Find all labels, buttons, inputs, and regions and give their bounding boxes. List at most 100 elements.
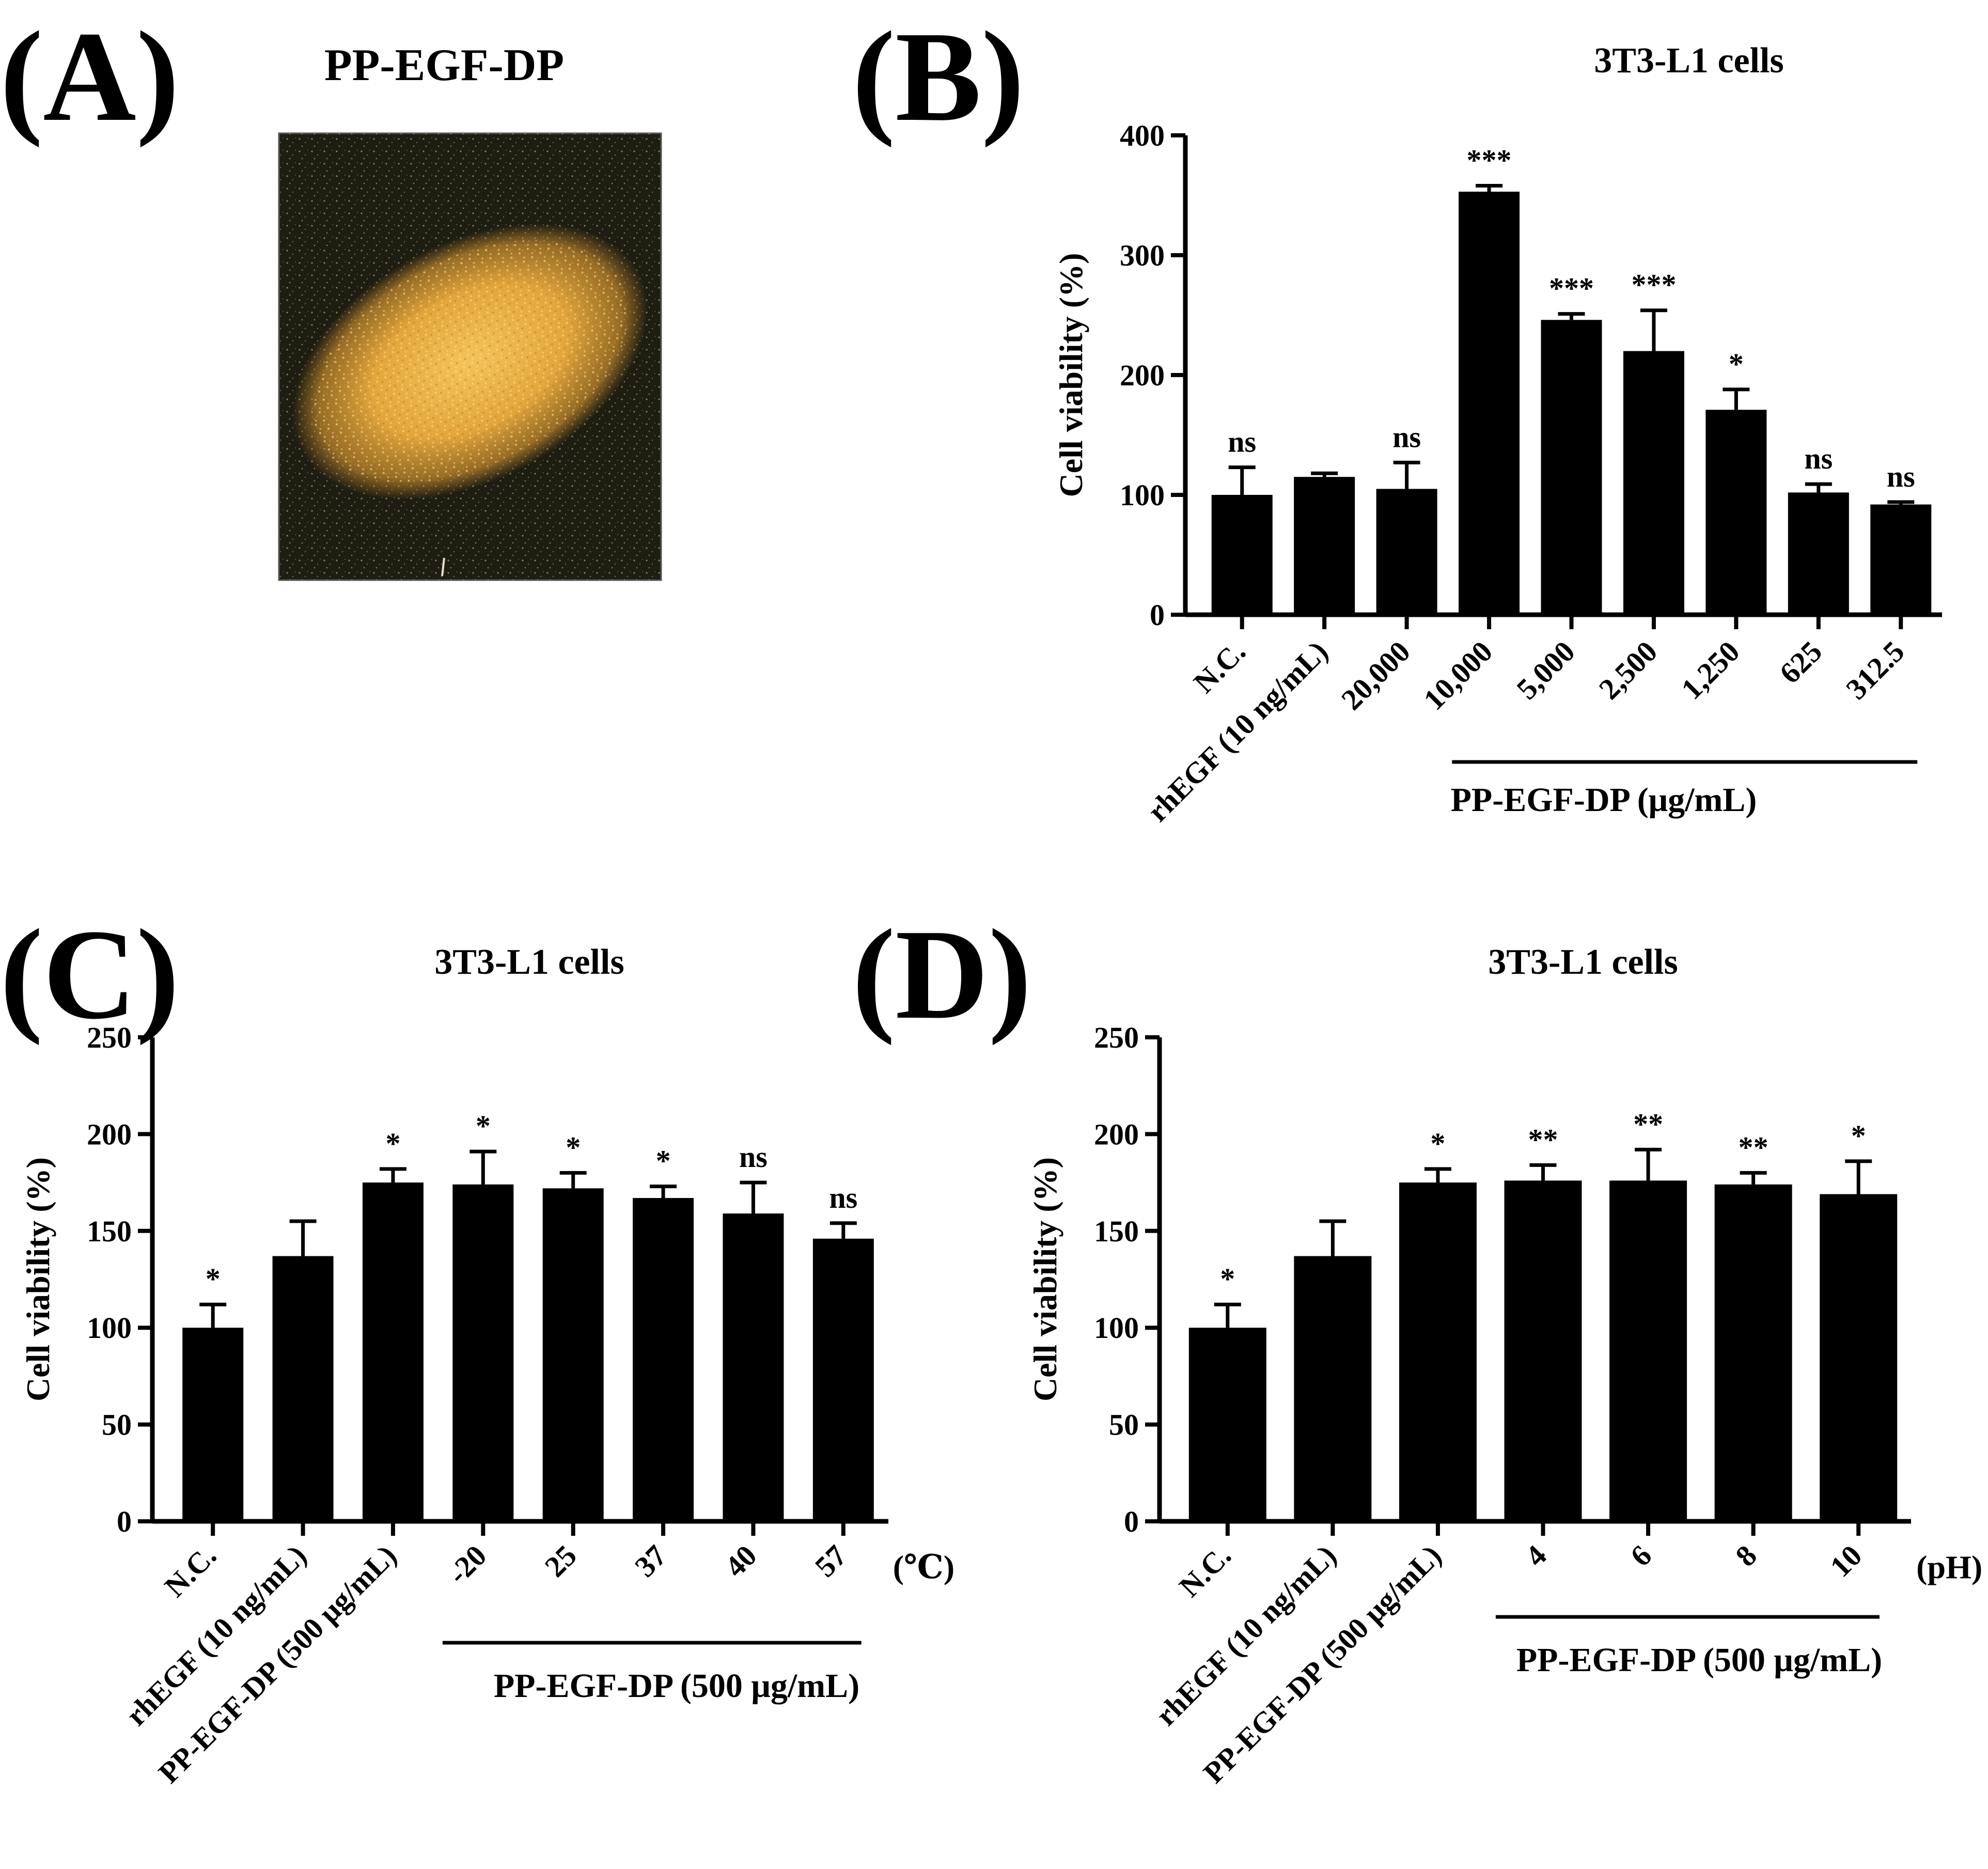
panel-a-title: PP-EGF-DP — [324, 40, 564, 90]
panel-letter: (D) — [852, 903, 1031, 1046]
bar — [1504, 1180, 1582, 1521]
significance-label: ns — [1887, 460, 1915, 493]
y-tick-label: 100 — [1094, 1311, 1139, 1345]
significance-label: * — [1851, 1119, 1866, 1152]
y-tick-label: 200 — [87, 1117, 132, 1151]
significance-label: *** — [1467, 143, 1512, 177]
panel-a-letter: (A) — [0, 5, 179, 148]
y-tick-label: 150 — [1094, 1214, 1139, 1248]
category-label: 57 — [808, 1538, 853, 1583]
chart-title: 3T3-L1 cells — [1488, 942, 1678, 982]
y-tick-label: 400 — [1120, 119, 1165, 152]
category-label: 5,000 — [1510, 634, 1581, 706]
chart-title: 3T3-L1 cells — [434, 942, 624, 982]
chart-b: (B) 3T3-L1 cells Cell viability (%) 0 100 200… — [852, 5, 1942, 828]
y-tick-label: 250 — [1094, 1021, 1139, 1054]
unit-label: (pH) — [1916, 1549, 1982, 1585]
bar — [362, 1182, 424, 1521]
unit-label: (℃) — [893, 1549, 954, 1585]
significance-label: * — [1430, 1127, 1445, 1160]
bar — [542, 1188, 604, 1521]
category-label: 1,250 — [1674, 634, 1746, 706]
y-axis-label: Cell viability (%) — [20, 1157, 56, 1401]
bar — [1294, 1256, 1372, 1521]
y-tick-label: 50 — [1109, 1408, 1139, 1442]
y-tick-label: 50 — [102, 1408, 132, 1442]
significance-label: *** — [1631, 268, 1676, 302]
y-axis-label: Cell viability (%) — [1027, 1157, 1063, 1401]
bar — [633, 1198, 694, 1521]
y-axis-label: Cell viability (%) — [1053, 253, 1089, 497]
bar — [1211, 495, 1273, 615]
bar — [182, 1328, 244, 1521]
bar — [812, 1238, 874, 1521]
significance-label: ** — [1528, 1123, 1558, 1156]
category-label: 37 — [628, 1538, 673, 1583]
bar — [1376, 489, 1437, 615]
significance-label: * — [385, 1127, 400, 1160]
chart-title: 3T3-L1 cells — [1594, 41, 1783, 81]
bar — [1788, 492, 1849, 615]
panel-letter: (B) — [852, 5, 1024, 148]
category-label: 6 — [1624, 1538, 1658, 1572]
category-label: 20,000 — [1335, 634, 1417, 717]
significance-label: ns — [739, 1140, 768, 1174]
category-label: -20 — [441, 1538, 493, 1591]
category-label: 4 — [1519, 1538, 1553, 1572]
bar — [1459, 192, 1520, 615]
y-tick-label: 250 — [87, 1021, 132, 1054]
significance-label: * — [206, 1262, 221, 1296]
chart-d: (D) 3T3-L1 cells Cell viability (%) 0 50 100 1… — [852, 903, 1982, 1789]
significance-label: * — [566, 1130, 581, 1164]
group-label: PP-EGF-DP (500 μg/mL) — [1516, 1641, 1882, 1679]
bar — [452, 1184, 514, 1521]
category-label: 10 — [1823, 1538, 1868, 1583]
powder-photo — [278, 132, 662, 581]
y-tick-label: 150 — [87, 1214, 132, 1248]
chart-c: (C) 3T3-L1 cells Cell viability (%) 0 50 100 1… — [0, 903, 954, 1789]
category-label: 25 — [538, 1538, 583, 1583]
y-tick-label: 0 — [117, 1505, 132, 1538]
bar — [1188, 1328, 1266, 1521]
category-label: 2,500 — [1592, 634, 1664, 706]
bar — [1705, 410, 1767, 615]
panel-a: (A) PP-EGF-DP — [0, 5, 662, 581]
category-label: N.C. — [1187, 634, 1252, 699]
y-tick-label: 200 — [1094, 1117, 1139, 1151]
significance-label: *** — [1549, 272, 1594, 305]
category-label: 625 — [1773, 634, 1828, 690]
bar — [1714, 1184, 1792, 1521]
bar — [1820, 1194, 1898, 1521]
category-label: 40 — [718, 1538, 763, 1583]
category-label: 312.5 — [1839, 634, 1911, 706]
significance-label: * — [1729, 347, 1744, 381]
bar — [723, 1213, 784, 1521]
y-tick-label: 100 — [1120, 478, 1165, 512]
bar — [272, 1256, 334, 1521]
y-tick-label: 300 — [1120, 239, 1165, 272]
category-label: N.C. — [1172, 1538, 1238, 1603]
bar — [1623, 351, 1684, 615]
bar — [1541, 320, 1602, 615]
significance-label: ns — [1392, 420, 1421, 454]
category-label: rhEGF (10 ng/mL) — [1149, 1538, 1343, 1732]
bar — [1609, 1180, 1687, 1521]
significance-label: * — [656, 1144, 671, 1178]
significance-label: ns — [1228, 425, 1256, 459]
group-label: PP-EGF-DP (500 μg/mL) — [494, 1667, 859, 1705]
y-tick-label: 0 — [1150, 598, 1165, 632]
significance-label: ** — [1739, 1130, 1768, 1164]
category-label: 8 — [1729, 1538, 1763, 1572]
significance-label: ns — [1804, 442, 1833, 475]
group-label: PP-EGF-DP (μg/mL) — [1451, 781, 1757, 819]
y-tick-label: 100 — [87, 1311, 132, 1345]
significance-label: * — [1220, 1262, 1235, 1296]
y-tick-label: 200 — [1120, 359, 1165, 392]
significance-label: ns — [829, 1181, 857, 1214]
category-label: 10,000 — [1417, 634, 1499, 717]
bar — [1294, 477, 1355, 615]
bar — [1870, 504, 1932, 615]
category-label: N.C. — [158, 1538, 223, 1603]
y-tick-label: 0 — [1124, 1505, 1139, 1538]
